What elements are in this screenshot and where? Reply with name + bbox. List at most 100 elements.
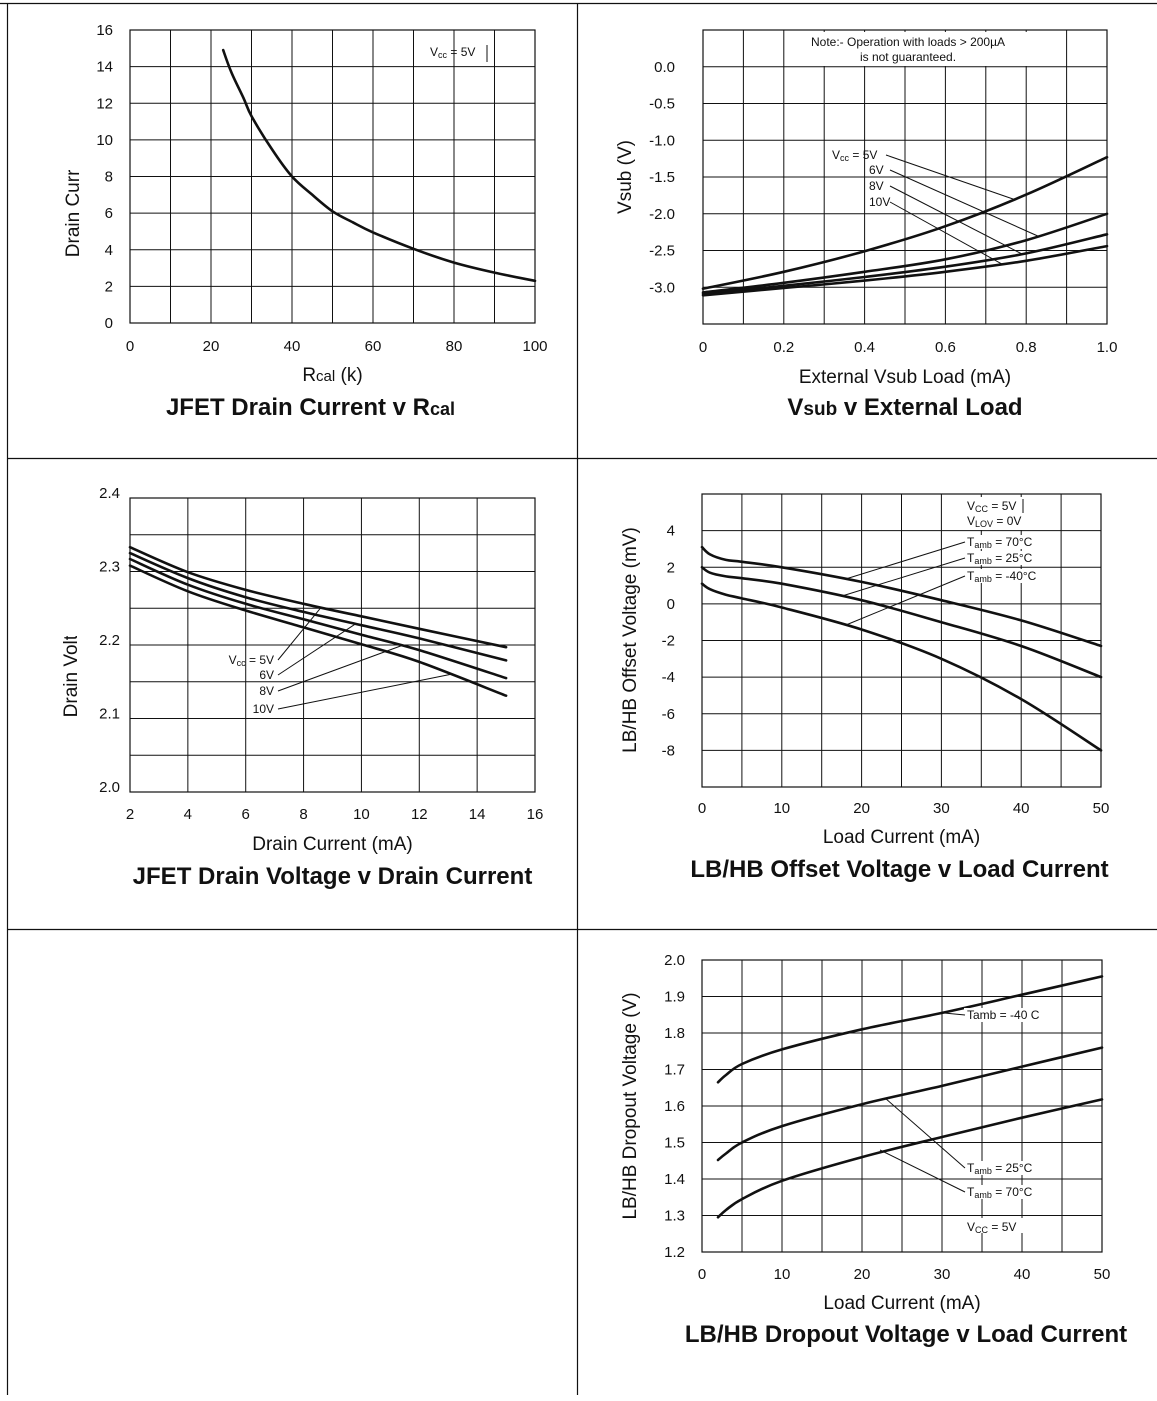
y-tick-label: 6 bbox=[105, 205, 113, 222]
y-tick-label: -1.0 bbox=[649, 132, 675, 149]
label-background bbox=[964, 1185, 1042, 1199]
y-tick-label: 1.4 bbox=[664, 1171, 685, 1188]
y-tick-label: 2.1 bbox=[99, 706, 120, 723]
note-background bbox=[962, 497, 1046, 530]
y-tick-label: -2.0 bbox=[649, 206, 675, 223]
leader-line bbox=[277, 645, 403, 692]
y-axis-label: Drain Voltage (V) bbox=[61, 573, 82, 718]
x-axis-label: External Vsub Load (mA) bbox=[799, 367, 1011, 388]
x-tick-label: 10 bbox=[774, 1266, 791, 1283]
y-tick-label: 14 bbox=[96, 59, 113, 76]
x-tick-label: 4 bbox=[184, 806, 192, 823]
leader-line bbox=[277, 673, 452, 710]
leader-line bbox=[943, 1012, 966, 1016]
x-tick-label: 0 bbox=[699, 339, 707, 356]
series-line-1 bbox=[128, 551, 508, 662]
y-axis-label: LB/HB Offset Voltage (mV) bbox=[620, 527, 641, 753]
y-tick-label: 16 bbox=[96, 22, 113, 39]
y-tick-label: 2.2 bbox=[99, 632, 120, 649]
x-tick-label: 10 bbox=[353, 806, 370, 823]
y-axis-label: Vsub (V) bbox=[615, 140, 636, 214]
label-background bbox=[964, 535, 1046, 549]
x-tick-label: 0 bbox=[126, 338, 134, 355]
series-label: 6V bbox=[259, 668, 274, 682]
y-tick-label: -3.0 bbox=[649, 279, 675, 296]
supply-voltage-note: VCC = 5V bbox=[967, 1220, 1016, 1235]
plot-frame bbox=[702, 29, 1108, 325]
y-tick-label: 1.7 bbox=[664, 1062, 685, 1079]
y-tick-label: 2 bbox=[105, 278, 113, 295]
x-tick-label: 50 bbox=[1093, 800, 1110, 817]
y-tick-label: 4 bbox=[105, 242, 113, 259]
x-axis-label: Drain Current (mA) bbox=[252, 834, 412, 855]
plot-frame bbox=[701, 959, 1103, 1253]
y-tick-label: 0 bbox=[667, 596, 675, 613]
jfet-drain-voltage-chart: 2 4 6 8 10 12 14 16 2.0 2.1 2.2 2.3 2.4 Drain Current… bbox=[61, 485, 543, 890]
y-tick-label: -2 bbox=[662, 633, 675, 650]
x-tick-label: 12 bbox=[411, 806, 428, 823]
leader-line bbox=[885, 154, 1015, 200]
series-line-2 bbox=[700, 582, 1103, 752]
x-tick-label: 30 bbox=[934, 1266, 951, 1283]
x-tick-label: 0.4 bbox=[854, 339, 875, 356]
chart-title: Vsub v External Load bbox=[787, 394, 1022, 421]
y-axis-label: Drain Current (mA) bbox=[63, 97, 84, 257]
series-label: 10V bbox=[869, 195, 890, 209]
plot-frame bbox=[129, 497, 536, 793]
x-tick-label: 0.2 bbox=[773, 339, 794, 356]
x-axis-label: Rcal (k) bbox=[302, 365, 362, 386]
y-tick-label: 2.4 bbox=[99, 485, 120, 502]
x-tick-label: 14 bbox=[469, 806, 486, 823]
y-tick-label: 12 bbox=[96, 95, 113, 112]
leader-line bbox=[889, 185, 1023, 255]
plot-frame bbox=[701, 493, 1102, 788]
x-tick-label: 20 bbox=[203, 338, 220, 355]
x-tick-label: 0 bbox=[698, 1266, 706, 1283]
supply-voltage-note: VCC = 5V bbox=[967, 499, 1016, 514]
series-line-0 bbox=[128, 545, 508, 649]
leader-line bbox=[889, 201, 1003, 265]
note-background bbox=[788, 32, 1036, 66]
series-line-2 bbox=[716, 1098, 1104, 1219]
y-axis-label: LB/HB Dropout Voltage (V) bbox=[620, 992, 641, 1219]
series-line-1 bbox=[700, 566, 1103, 679]
x-tick-label: 100 bbox=[522, 338, 547, 355]
x-tick-label: 40 bbox=[284, 338, 301, 355]
note-line-1: Note:- Operation with loads > 200µA bbox=[811, 35, 1005, 49]
label-background bbox=[964, 1008, 1046, 1022]
dropout-voltage-chart: 0 10 20 30 40 50 1.2 1.3 1.4 1.5 1.6 1.7 1.8 1.9 2.0 Lo… bbox=[620, 952, 1127, 1348]
note-line-2: is not guaranteed. bbox=[860, 50, 956, 64]
grid bbox=[129, 29, 536, 324]
series-label: Tamb = -40 C bbox=[967, 1008, 1040, 1022]
jfet-drain-current-chart: 0 20 40 60 80 100 0 2 4 6 8 10 12 14 16 Rcal (k) Drain C… bbox=[63, 22, 548, 421]
y-tick-label: 0 bbox=[105, 315, 113, 332]
leader-line bbox=[845, 575, 966, 626]
leader-line bbox=[889, 169, 1039, 237]
chart-title: JFET Drain Current v Rcal bbox=[166, 394, 455, 421]
label-background bbox=[964, 1161, 1042, 1175]
y-tick-label: 10 bbox=[96, 132, 113, 149]
x-tick-label: 80 bbox=[446, 338, 463, 355]
x-tick-label: 20 bbox=[854, 1266, 871, 1283]
series-label: Tamb = 70°C bbox=[967, 1185, 1033, 1200]
grid bbox=[129, 497, 536, 793]
y-tick-label: -6 bbox=[662, 706, 675, 723]
y-tick-label: 0.0 bbox=[654, 59, 675, 76]
leader-line bbox=[277, 607, 322, 661]
y-tick-label: 8 bbox=[105, 169, 113, 186]
chart-title: LB/HB Offset Voltage v Load Current bbox=[690, 856, 1108, 883]
series-line-0 bbox=[700, 545, 1103, 648]
y-tick-label: 2.0 bbox=[99, 779, 120, 796]
series-line-3 bbox=[701, 244, 1109, 297]
series-label: Vcc = 5V bbox=[832, 148, 877, 163]
series-line-0 bbox=[701, 155, 1109, 290]
x-tick-label: 0 bbox=[698, 800, 706, 817]
x-tick-label: 20 bbox=[853, 800, 870, 817]
series-label: Tamb = 25°C bbox=[967, 551, 1033, 566]
series-line-1 bbox=[716, 1046, 1104, 1162]
series-label: Tamb = 70°C bbox=[967, 535, 1033, 550]
y-tick-label: -4 bbox=[662, 669, 675, 686]
